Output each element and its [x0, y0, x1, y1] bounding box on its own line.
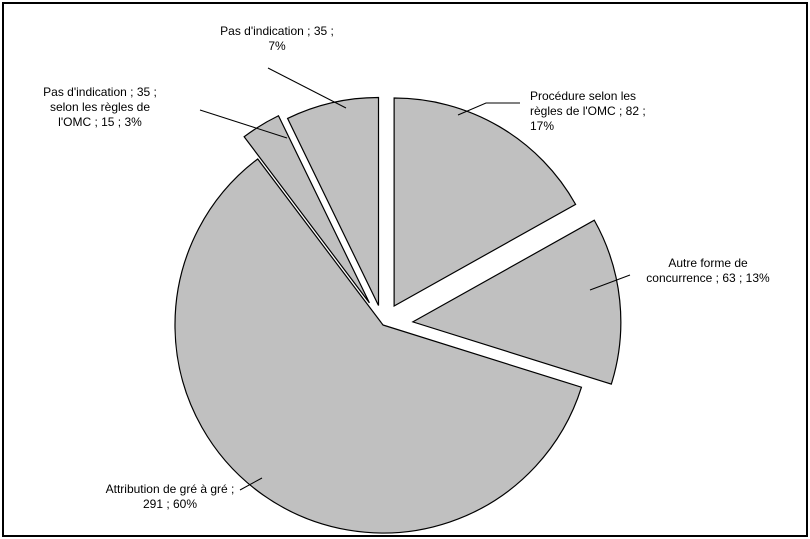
leader-line-4 [199, 109, 288, 139]
leader-line-3 [239, 477, 263, 491]
slice-label-5: Pas d'indication ; 35 ; 7% [220, 24, 334, 53]
pie-slice-3 [174, 158, 583, 534]
leader-lines [199, 67, 631, 491]
leader-line-5 [267, 67, 347, 109]
leader-line-2 [589, 274, 631, 291]
pie-slice-4 [243, 114, 370, 304]
slice-label-line: 17% [530, 119, 554, 133]
slice-label-line: 7% [268, 39, 286, 53]
slice-label-4: Pas d'indication ; 35 ; selon les règles … [43, 85, 157, 129]
slice-label-1: Procédure selon les règles de l'OMC ; 82 … [530, 89, 646, 133]
slice-label-line: Pas d'indication ; 35 ; [220, 24, 334, 38]
slice-label-2: Autre forme de concurrence ; 63 ; 13% [646, 256, 770, 285]
pie-slice-1 [393, 97, 577, 308]
slice-labels: Procédure selon les règles de l'OMC ; 82 … [43, 24, 770, 511]
pie-slices [174, 96, 622, 534]
pie-slice-2 [411, 219, 622, 385]
slice-label-line: concurrence ; 63 ; 13% [646, 271, 770, 285]
pie-slice-5 [286, 96, 380, 306]
slice-label-line: Pas d'indication ; 35 ; [43, 85, 157, 99]
slice-label-line: Attribution de gré à gré ; [106, 482, 235, 496]
slice-label-line: 291 ; 60% [143, 497, 197, 511]
slice-label-line: règles de l'OMC ; 82 ; [530, 104, 646, 118]
slice-label-line: l'OMC ; 15 ; 3% [58, 115, 142, 129]
slice-label-line: Procédure selon les [530, 89, 636, 103]
slice-label-line: Autre forme de [668, 256, 748, 270]
slice-label-line: selon les règles de [50, 100, 150, 114]
leader-line-1 [457, 102, 520, 116]
slice-label-3: Attribution de gré à gré ; 291 ; 60% [106, 482, 235, 511]
